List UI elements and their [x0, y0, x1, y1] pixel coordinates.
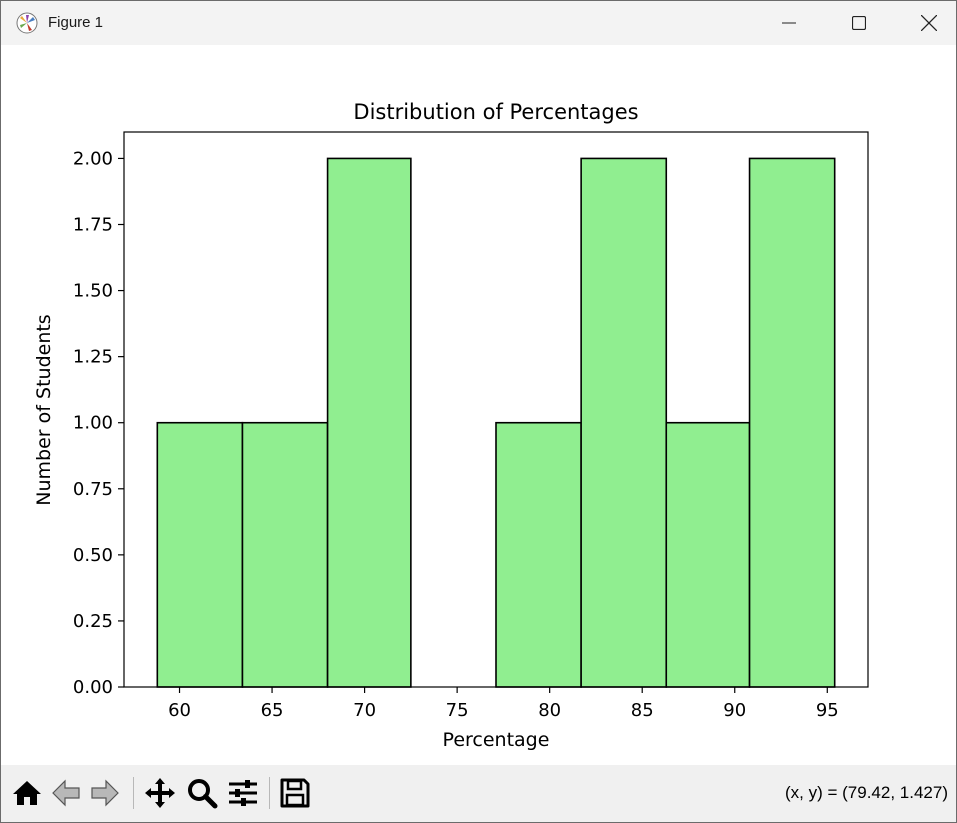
y-tick-label: 1.75 [73, 215, 113, 236]
back-arrow-icon [52, 779, 80, 807]
histogram-bar [748, 157, 836, 688]
histogram-bar [665, 421, 751, 688]
forward-button[interactable] [88, 776, 122, 810]
x-tick-label: 85 [631, 700, 654, 721]
x-tick-label: 95 [816, 700, 839, 721]
histogram-bar [580, 157, 668, 688]
window-title: Figure 1 [48, 14, 104, 31]
bars-group [156, 157, 836, 688]
minimize-icon [782, 22, 796, 24]
y-tick-label: 0.75 [73, 479, 113, 500]
plot-canvas[interactable]: Distribution of Percentages 60 65 70 75 80 85… [1, 45, 956, 765]
histogram-bar [326, 157, 412, 688]
y-tick-label: 1.00 [73, 413, 113, 434]
minimize-button[interactable] [754, 1, 824, 45]
x-tick-label: 75 [446, 700, 469, 721]
zoom-icon [188, 779, 218, 809]
y-axis-ticks: 0.00 0.25 0.50 0.75 1.00 1.25 1.50 1.75 2.00 [73, 148, 124, 698]
y-axis-label: Number of Students [33, 314, 55, 505]
pan-button[interactable] [143, 776, 177, 810]
close-icon [921, 15, 937, 31]
histogram-bar [241, 421, 329, 688]
y-tick-label: 1.50 [73, 281, 113, 302]
x-tick-label: 90 [723, 700, 746, 721]
y-tick-label: 0.00 [73, 677, 113, 698]
histogram-bar [156, 421, 244, 688]
histogram-bar [495, 421, 582, 688]
x-tick-label: 65 [261, 700, 284, 721]
y-tick-label: 2.00 [73, 148, 113, 169]
x-tick-label: 80 [538, 700, 561, 721]
close-button[interactable] [894, 1, 956, 45]
toolbar-separator [133, 777, 134, 809]
title-bar: Figure 1 [1, 1, 956, 45]
navigation-toolbar: (x, y) = (79.42, 1.427) [1, 765, 956, 822]
toolbar-separator [269, 777, 270, 809]
plot-frame [123, 131, 869, 688]
x-axis-label: Percentage [443, 729, 550, 751]
y-tick-label: 0.25 [73, 611, 113, 632]
pan-icon [145, 778, 175, 808]
x-tick-label: 60 [168, 700, 191, 721]
forward-arrow-icon [91, 779, 119, 807]
back-button[interactable] [49, 776, 83, 810]
x-tick-label: 70 [353, 700, 376, 721]
x-axis-ticks: 60 65 70 75 80 85 90 95 [168, 687, 839, 721]
save-icon [280, 778, 310, 808]
save-button[interactable] [278, 776, 312, 810]
matplotlib-logo-icon [16, 12, 38, 34]
configure-subplots-icon [229, 780, 257, 806]
home-icon [13, 781, 41, 805]
y-tick-label: 1.25 [73, 347, 113, 368]
home-button[interactable] [10, 776, 44, 810]
zoom-button[interactable] [185, 776, 219, 810]
chart-title: Distribution of Percentages [353, 100, 638, 124]
y-tick-label: 0.50 [73, 545, 113, 566]
histogram-chart: Distribution of Percentages 60 65 70 75 80 85… [33, 100, 869, 751]
cursor-coordinates: (x, y) = (79.42, 1.427) [785, 783, 948, 802]
configure-subplots-button[interactable] [226, 776, 260, 810]
maximize-button[interactable] [824, 1, 894, 45]
maximize-icon [852, 16, 866, 30]
